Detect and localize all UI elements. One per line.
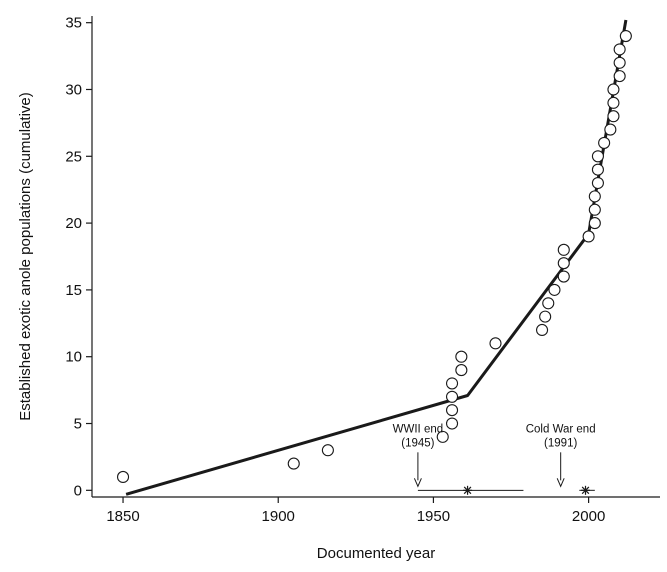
y-tick-label: 0 — [74, 482, 82, 499]
x-tick-label: 2000 — [572, 508, 605, 525]
data-point — [557, 243, 570, 256]
x-tick-label: 1850 — [106, 508, 139, 525]
data-points — [116, 29, 632, 484]
data-point — [613, 56, 626, 69]
annotation-year: (1991) — [544, 437, 577, 449]
data-point — [607, 83, 620, 96]
data-point — [591, 163, 604, 176]
data-point — [455, 364, 468, 377]
data-point — [321, 444, 334, 457]
y-tick-label: 5 — [74, 416, 82, 433]
data-point — [607, 110, 620, 123]
y-tick-label: 25 — [65, 148, 82, 165]
y-tick-label: 30 — [65, 81, 82, 98]
star-stroke — [581, 486, 590, 495]
data-point — [536, 323, 549, 337]
data-point — [598, 136, 611, 149]
data-point — [445, 404, 459, 417]
breakpoint-star-marker — [463, 485, 473, 495]
x-tick-label: 1950 — [417, 508, 450, 525]
data-point — [604, 123, 617, 136]
x-tick-label: 1900 — [262, 508, 295, 525]
data-point — [588, 217, 601, 230]
annotation-year: (1945) — [401, 437, 434, 449]
data-point — [607, 96, 620, 109]
y-tick-label: 35 — [65, 15, 82, 32]
data-point — [445, 377, 459, 390]
star-stroke — [463, 486, 472, 495]
data-point — [542, 297, 555, 310]
data-point — [557, 270, 570, 283]
y-tick-label: 15 — [65, 282, 82, 299]
data-point — [548, 283, 561, 296]
data-point — [116, 470, 130, 484]
data-point — [588, 190, 601, 203]
data-point — [489, 337, 502, 350]
data-point — [619, 29, 632, 43]
annotation-arrow-head — [556, 478, 565, 488]
y-axis-title: Established exotic anole populations (cu… — [17, 92, 34, 421]
data-point — [591, 176, 604, 190]
data-point — [613, 43, 626, 56]
data-point — [539, 310, 552, 323]
data-point — [582, 230, 595, 243]
annotation-label: WWII end — [393, 423, 443, 435]
annotation-label: Cold War end — [526, 423, 596, 435]
y-tick-label: 20 — [65, 215, 82, 232]
data-point — [436, 430, 449, 443]
breakpoint-star-marker — [581, 485, 591, 495]
annotations: WWII end (1945) Cold War end (1991) — [393, 423, 596, 488]
data-point — [445, 390, 459, 403]
y-tick-label: 10 — [65, 349, 82, 366]
data-point — [445, 417, 459, 430]
x-axis-title: Documented year — [317, 545, 435, 562]
annotation-arrow-head — [413, 478, 422, 488]
data-point — [287, 457, 300, 470]
data-point — [591, 150, 604, 163]
data-point — [588, 203, 601, 216]
axes: 0 5 10 15 20 25 30 35 1850 1900 1950 2000 — [65, 15, 660, 525]
data-point — [557, 257, 570, 270]
data-point — [613, 70, 626, 83]
data-point — [455, 350, 468, 363]
breakpoint-ranges — [417, 485, 595, 495]
